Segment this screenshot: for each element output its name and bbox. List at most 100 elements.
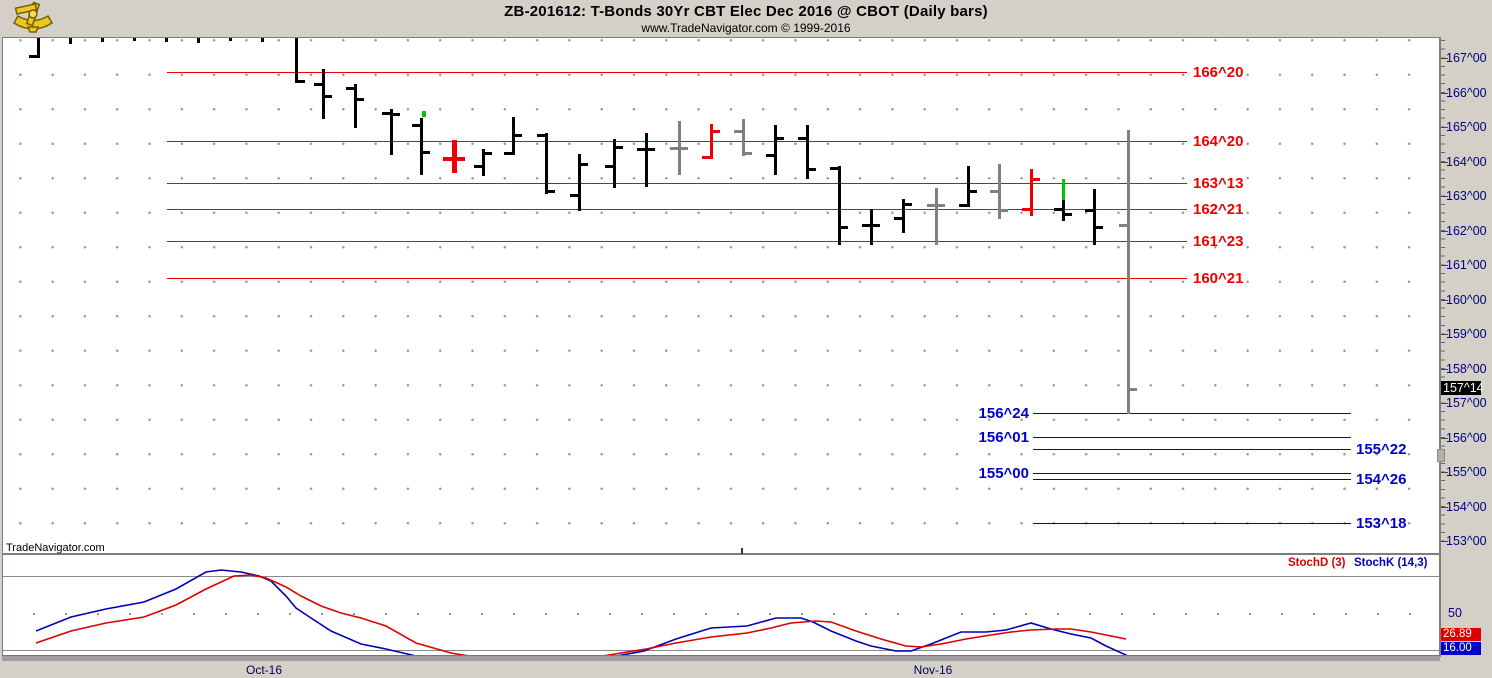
axis-scroll-thumb[interactable] [1437, 449, 1445, 462]
ohlc-bar [838, 165, 841, 245]
ohlc-open-tick [537, 133, 545, 137]
support-line-label: 153^18 [1356, 514, 1407, 532]
ohlc-bar [295, 38, 298, 84]
stoch-level-line [3, 650, 1439, 651]
ohlc-bar [452, 139, 457, 173]
price-axis-major-tick [1441, 230, 1448, 232]
price-axis-major-tick [1441, 265, 1448, 266]
ohlc-bar [967, 165, 970, 207]
ohlc-bar [902, 199, 905, 234]
price-axis-major-tick [1441, 368, 1448, 370]
resistance-line-label: 162^21 [1193, 200, 1244, 218]
price-axis-label: 153^00 [1446, 534, 1487, 548]
price-axis-major-tick [1441, 506, 1448, 508]
resistance-line [167, 182, 1187, 184]
ohlc-open-tick [504, 151, 512, 155]
price-axis-label: 165^00 [1446, 120, 1487, 134]
price-axis-line [1440, 37, 1441, 657]
price-axis-major-tick [1441, 437, 1448, 439]
ohlc-open-tick [830, 166, 838, 170]
support-line-label: 154^26 [1356, 471, 1407, 489]
ohlc-close-tick [422, 151, 430, 155]
ohlc-close-tick [937, 203, 945, 207]
price-axis-minor-ticks [1441, 40, 1445, 545]
ohlc-bar [774, 124, 777, 175]
resistance-line-label: 161^23 [1193, 233, 1244, 251]
stochk-curve [35, 569, 1129, 656]
stochastic-panel[interactable] [2, 554, 1440, 657]
ohlc-open-tick [412, 123, 420, 127]
price-axis-label: 157^00 [1446, 396, 1487, 410]
resistance-line [167, 277, 1187, 279]
ohlc-bar [101, 38, 104, 42]
price-axis-label: 156^00 [1446, 430, 1487, 445]
ohlc-close-tick [872, 223, 880, 227]
price-axis-label: 164^00 [1446, 154, 1487, 169]
price-axis-major-tick [1441, 403, 1448, 404]
ohlc-bar [482, 148, 485, 177]
ohlc-open-tick [346, 87, 354, 91]
resistance-line [167, 208, 1187, 210]
price-axis-label: 166^00 [1446, 85, 1487, 100]
price-axis-major-tick [1441, 541, 1448, 542]
ohlc-open-tick [798, 137, 806, 141]
stochd-last-value-badge: 26.89 [1441, 628, 1481, 641]
ohlc-bar [545, 133, 548, 194]
price-axis-major-tick [1441, 472, 1448, 473]
price-axis-major-tick [1441, 92, 1448, 94]
ohlc-open-tick [670, 147, 678, 150]
sextant-navigator-icon [6, 1, 60, 40]
ohlc-bar [578, 153, 581, 211]
ohlc-close-tick [297, 80, 305, 84]
ohlc-bar [645, 133, 648, 187]
ohlc-close-tick [455, 157, 465, 162]
ohlc-close-tick [547, 190, 555, 194]
support-line [1033, 473, 1351, 474]
ohlc-bar [165, 38, 168, 42]
ohlc-open-tick [766, 153, 774, 157]
price-axis-label: 154^00 [1446, 499, 1487, 514]
ohlc-close-tick [712, 129, 720, 133]
ohlc-open-tick [443, 157, 453, 162]
price-axis-label: 162^00 [1446, 223, 1487, 238]
support-line-label: 155^22 [1356, 441, 1407, 459]
ohlc-open-tick [570, 193, 578, 197]
support-line [1033, 522, 1351, 524]
ohlc-close-tick [840, 226, 848, 230]
ohlc-bar [390, 109, 393, 155]
price-axis-major-tick [1441, 299, 1448, 301]
ohlc-close-tick [1064, 213, 1072, 217]
ohlc-open-tick [927, 203, 935, 207]
panel-splitter-band[interactable] [2, 655, 1440, 662]
ohlc-open-tick [1022, 207, 1030, 211]
ohlc-close-tick [324, 95, 332, 99]
date-axis: Oct-16 Nov-16 [0, 661, 1492, 678]
ohlc-bar [742, 119, 745, 156]
support-line [1033, 479, 1351, 481]
ohlc-bar [710, 123, 713, 160]
ohlc-open-tick [29, 54, 37, 58]
signal-segment-green [1062, 178, 1065, 201]
price-axis-label: 160^00 [1446, 292, 1487, 307]
ohlc-bar [1030, 169, 1033, 216]
stochd-curve [35, 574, 1127, 656]
price-axis-major-tick [1441, 127, 1448, 128]
ohlc-open-tick [314, 82, 322, 86]
resistance-line [167, 71, 1187, 73]
ohlc-close-tick [615, 146, 623, 150]
ohlc-bar [678, 121, 681, 175]
ohlc-open-tick [959, 203, 967, 207]
stochastic-curves [35, 569, 1129, 656]
ohlc-bar [37, 38, 40, 58]
date-axis-label: Nov-16 [913, 663, 953, 677]
ohlc-open-tick [637, 147, 645, 151]
stochd-legend-label: StochD (3) [1288, 557, 1346, 569]
ohlc-bar [512, 116, 515, 155]
ohlc-close-tick [680, 147, 688, 150]
ohlc-close-tick [1000, 208, 1008, 212]
price-chart-panel[interactable]: 166^20 164^20 163^13 162^21 161^23 160^21 156^… [2, 37, 1440, 554]
ohlc-close-tick [392, 112, 400, 116]
price-axis-label: 163^00 [1446, 189, 1487, 203]
chart-subtitle: www.TradeNavigator.com © 1999-2016 [641, 21, 851, 35]
